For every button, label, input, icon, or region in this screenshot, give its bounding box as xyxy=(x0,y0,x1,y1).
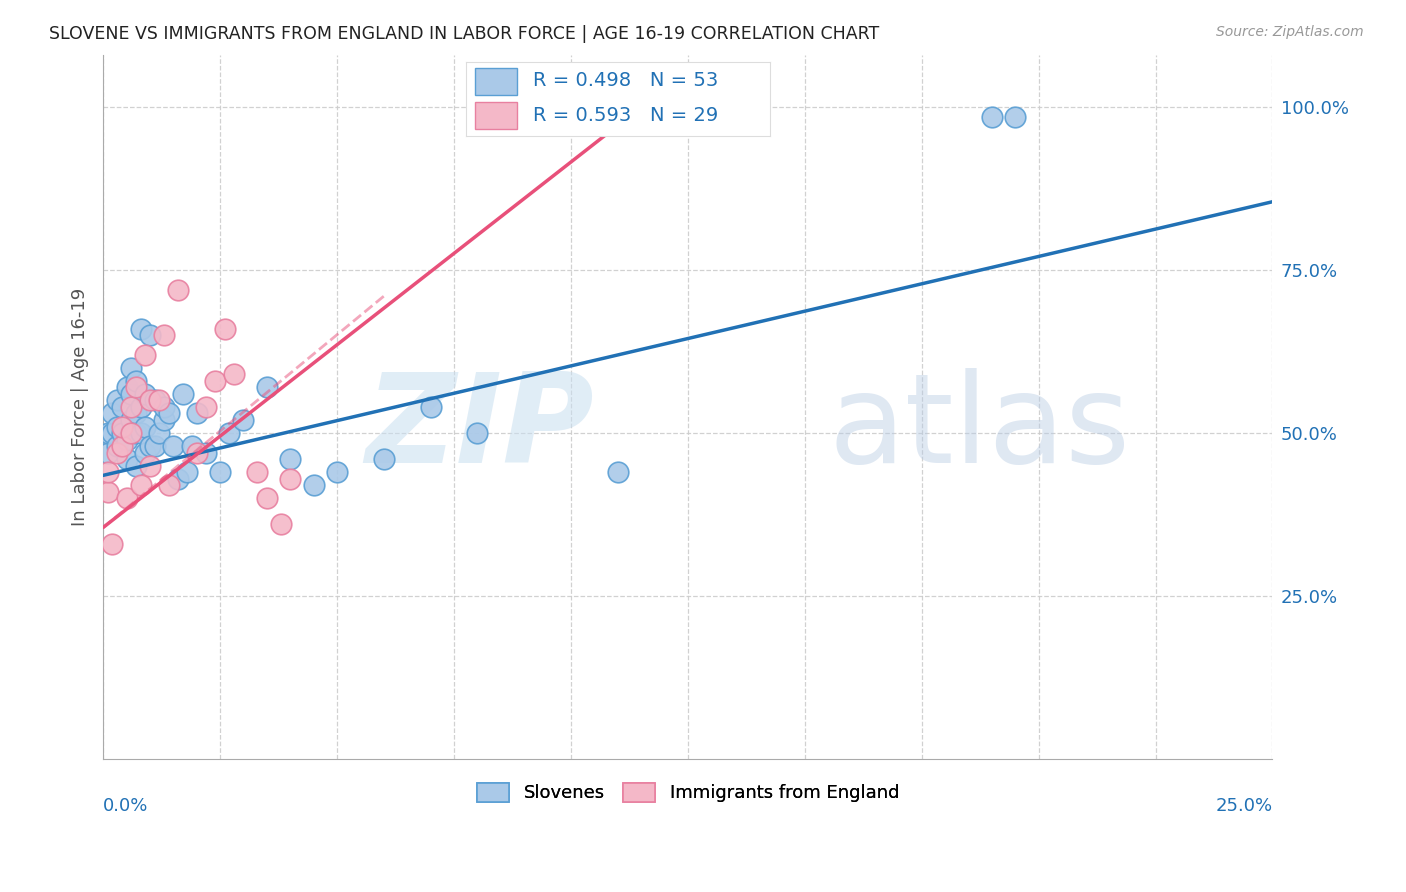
Point xyxy=(129,478,152,492)
Point xyxy=(115,433,138,447)
Point xyxy=(172,387,194,401)
Text: Source: ZipAtlas.com: Source: ZipAtlas.com xyxy=(1216,25,1364,39)
Point xyxy=(256,491,278,505)
Point xyxy=(214,322,236,336)
Point xyxy=(204,374,226,388)
Point xyxy=(222,368,245,382)
Point xyxy=(120,360,142,375)
Point xyxy=(167,472,190,486)
Point xyxy=(218,425,240,440)
Point xyxy=(326,465,349,479)
Point xyxy=(139,458,162,473)
Point xyxy=(256,380,278,394)
Point xyxy=(125,425,148,440)
Point xyxy=(419,400,441,414)
Point xyxy=(125,374,148,388)
Point xyxy=(176,465,198,479)
Point xyxy=(143,393,166,408)
Point xyxy=(129,322,152,336)
Point xyxy=(270,517,292,532)
Point xyxy=(186,445,208,459)
Point xyxy=(606,110,628,124)
Point xyxy=(101,407,124,421)
Point xyxy=(181,439,204,453)
Point xyxy=(153,328,176,343)
Point xyxy=(153,413,176,427)
Point xyxy=(278,452,301,467)
Point xyxy=(101,425,124,440)
Point xyxy=(162,439,184,453)
Point xyxy=(97,484,120,499)
Point xyxy=(111,419,134,434)
Point xyxy=(278,472,301,486)
Point xyxy=(125,458,148,473)
Point xyxy=(167,283,190,297)
Point xyxy=(125,380,148,394)
Point xyxy=(111,425,134,440)
Point xyxy=(157,407,180,421)
Point xyxy=(120,387,142,401)
Point xyxy=(148,393,170,408)
Point xyxy=(143,439,166,453)
Point xyxy=(97,425,120,440)
Point xyxy=(101,537,124,551)
Point xyxy=(129,425,152,440)
Point xyxy=(246,465,269,479)
Point xyxy=(134,419,156,434)
Point xyxy=(134,445,156,459)
Point xyxy=(373,452,395,467)
Point xyxy=(1004,110,1026,124)
Text: atlas: atlas xyxy=(828,368,1130,489)
Point xyxy=(302,478,325,492)
Point xyxy=(111,400,134,414)
Point xyxy=(105,445,128,459)
Point xyxy=(125,407,148,421)
Legend: Slovenes, Immigrants from England: Slovenes, Immigrants from England xyxy=(470,776,907,810)
Point xyxy=(120,400,142,414)
Point xyxy=(157,478,180,492)
Point xyxy=(186,407,208,421)
Point xyxy=(153,400,176,414)
Point xyxy=(129,400,152,414)
Point xyxy=(465,425,488,440)
Point xyxy=(209,465,232,479)
Point xyxy=(97,445,120,459)
Point xyxy=(195,400,218,414)
Point xyxy=(105,419,128,434)
Point xyxy=(111,439,134,453)
Text: 0.0%: 0.0% xyxy=(103,797,149,815)
Y-axis label: In Labor Force | Age 16-19: In Labor Force | Age 16-19 xyxy=(72,288,89,526)
Point xyxy=(97,465,120,479)
Point xyxy=(120,413,142,427)
Point xyxy=(115,452,138,467)
Point xyxy=(139,439,162,453)
Point xyxy=(134,387,156,401)
Text: ZIP: ZIP xyxy=(366,368,595,489)
Point xyxy=(195,445,218,459)
Point xyxy=(139,328,162,343)
Point xyxy=(139,393,162,408)
Point xyxy=(630,100,652,114)
Point xyxy=(115,380,138,394)
Text: SLOVENE VS IMMIGRANTS FROM ENGLAND IN LABOR FORCE | AGE 16-19 CORRELATION CHART: SLOVENE VS IMMIGRANTS FROM ENGLAND IN LA… xyxy=(49,25,880,43)
Point xyxy=(115,491,138,505)
Point xyxy=(232,413,254,427)
Point xyxy=(148,425,170,440)
Point xyxy=(105,439,128,453)
Point xyxy=(134,348,156,362)
Point xyxy=(120,425,142,440)
Point xyxy=(980,110,1002,124)
Text: 25.0%: 25.0% xyxy=(1215,797,1272,815)
Point xyxy=(606,465,628,479)
Point xyxy=(105,393,128,408)
